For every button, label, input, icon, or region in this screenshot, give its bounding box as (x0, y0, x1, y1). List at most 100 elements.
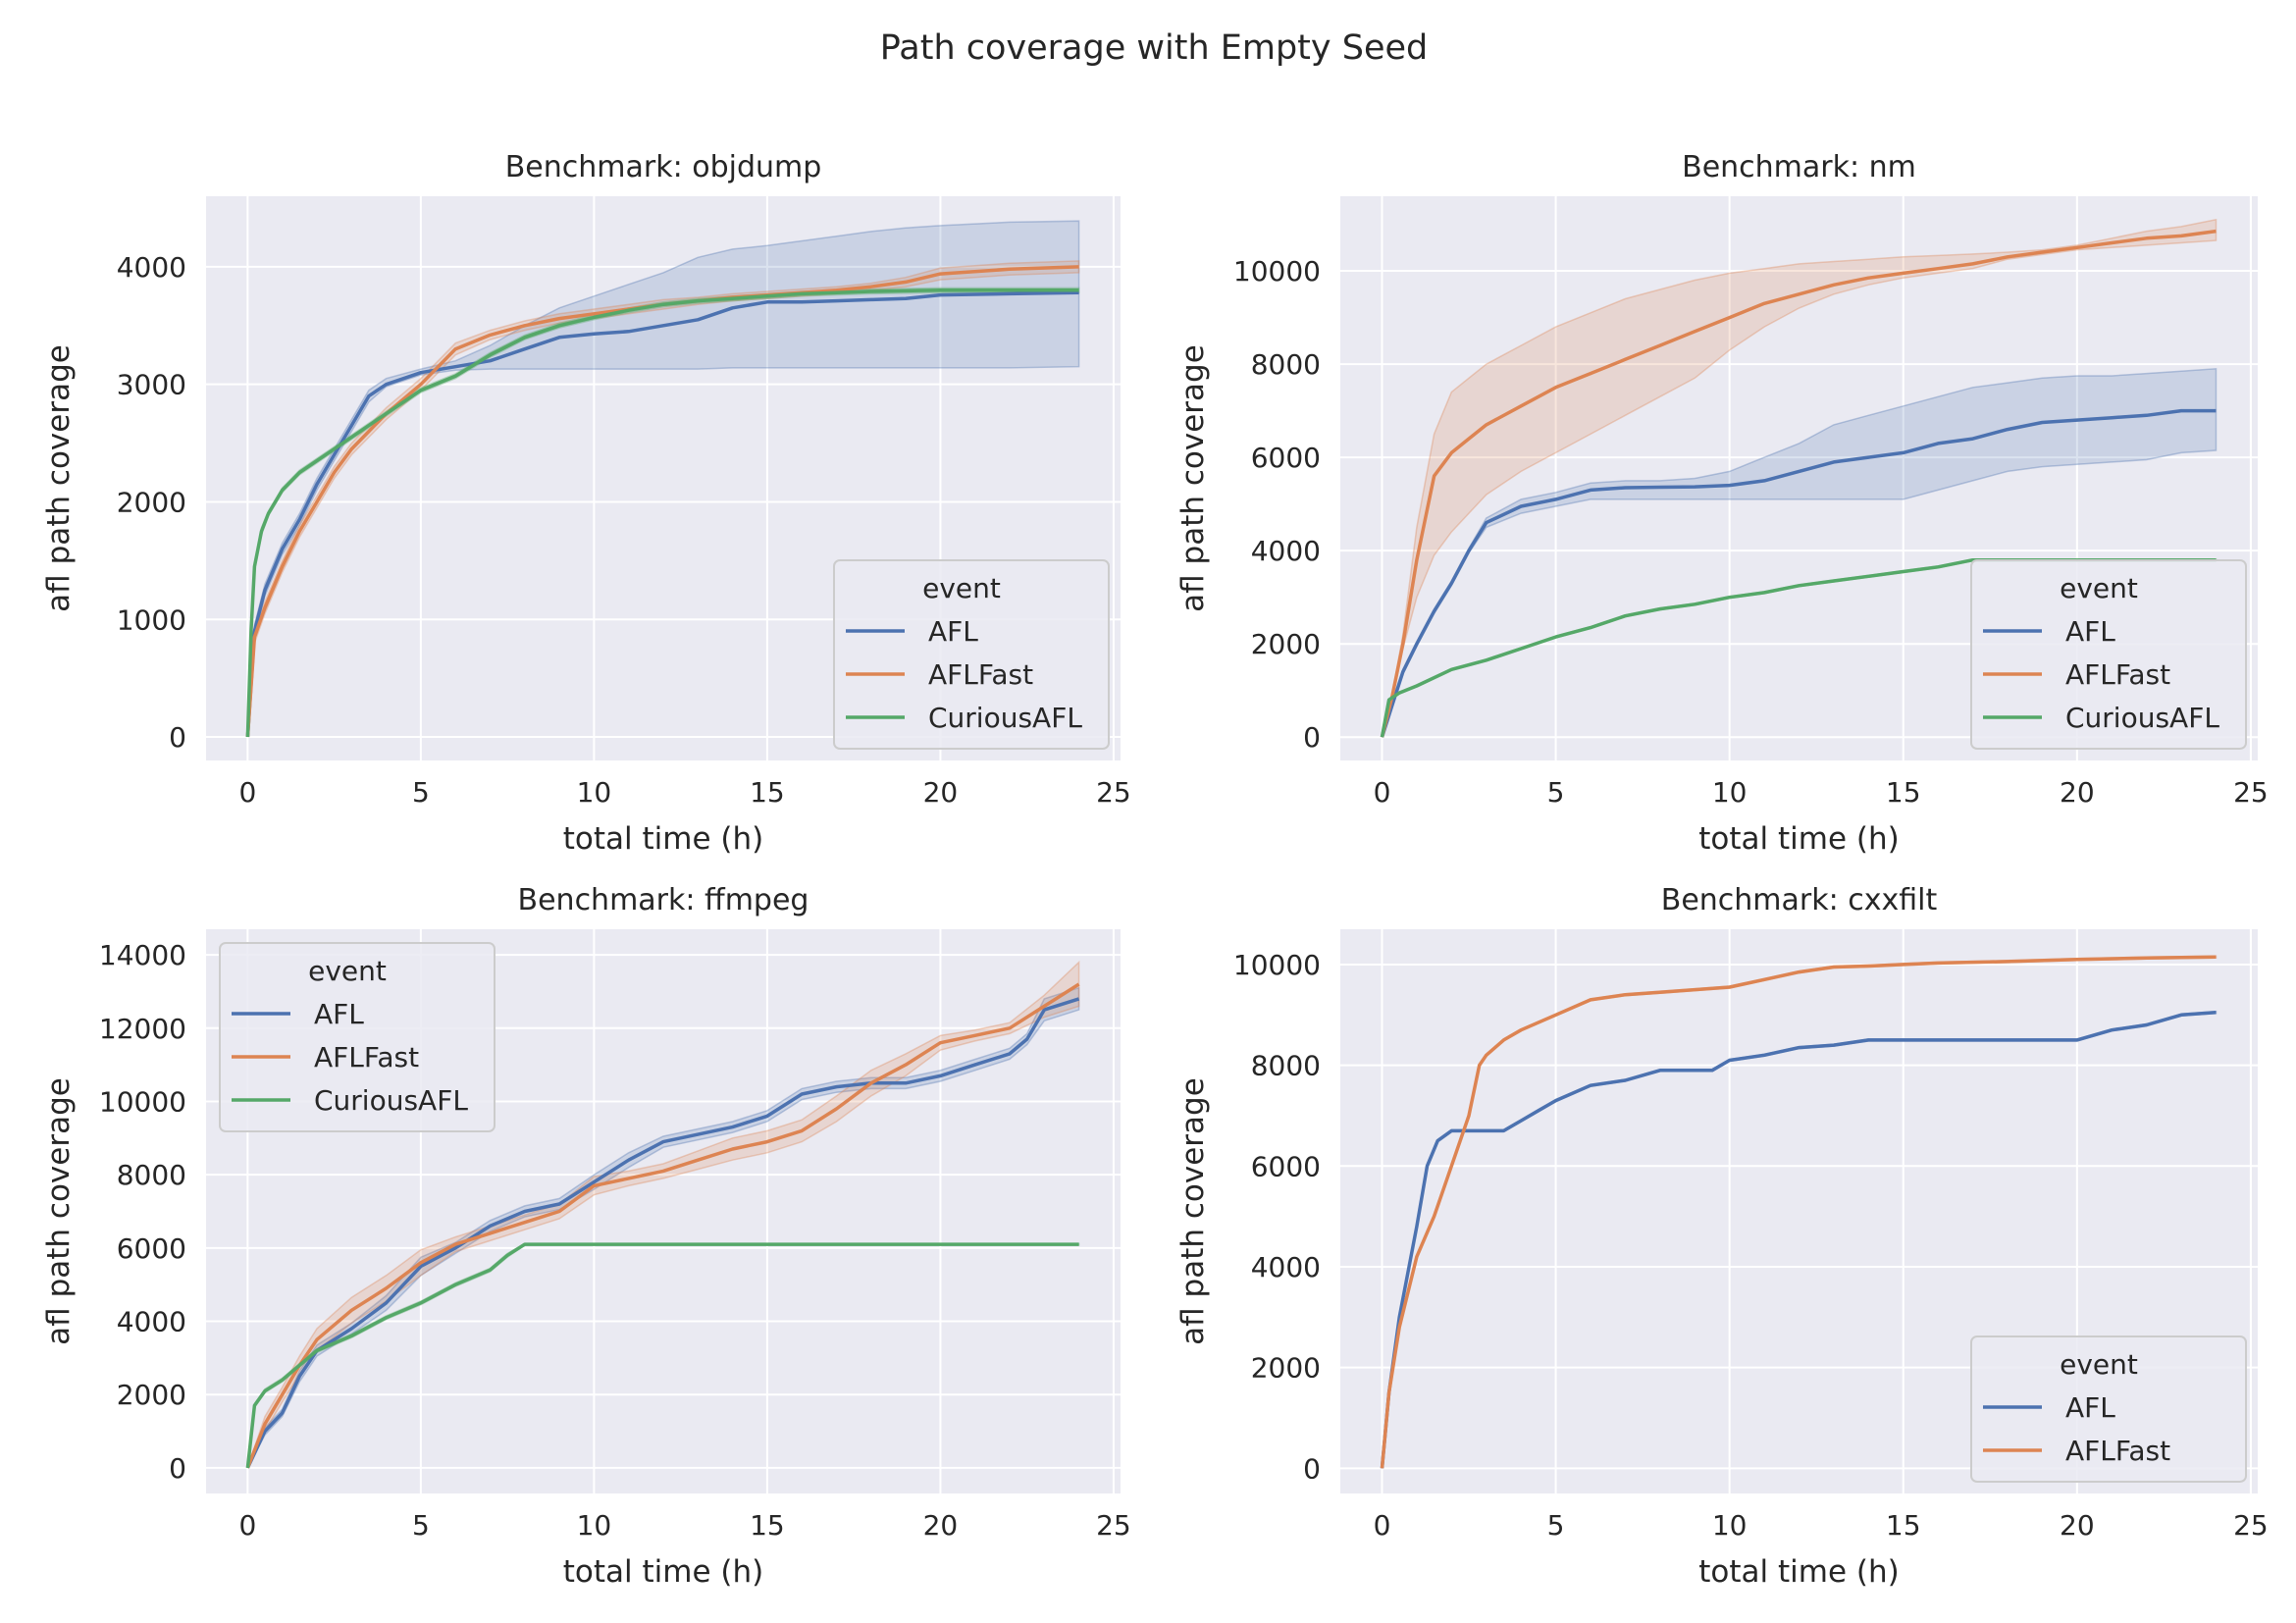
y-tick-label: 14000 (99, 939, 186, 971)
legend-box (1970, 1335, 2247, 1483)
chart-panel-2: 0 5 10 15 20 25 0 2000 4000 6000 8000 10000 12000 140… (41, 883, 1131, 1590)
y-tick-label: 6000 (117, 1232, 186, 1265)
series-line-aflfast (1380, 229, 2217, 738)
legend: event AFL AFLFast CuriousAFL (1970, 559, 2247, 750)
x-tick-label: 10 (577, 1509, 612, 1542)
legend: event AFL AFLFast CuriousAFL (219, 942, 496, 1132)
y-tick-label: 8000 (1251, 1050, 1321, 1082)
x-axis-label: total time (h) (563, 821, 763, 857)
figure-title: Path coverage with Empty Seed (880, 28, 1429, 68)
y-axis-label: afl path coverage (1175, 344, 1211, 612)
x-tick-label: 10 (1712, 1509, 1748, 1542)
x-tick-label: 5 (1547, 776, 1565, 809)
series-line-aflfast (245, 265, 1079, 738)
y-axis-label: afl path coverage (41, 1077, 77, 1345)
legend-label-curiousafl: CuriousAFL (928, 702, 1082, 734)
y-tick-label: 8000 (1251, 348, 1321, 381)
y-tick-label: 6000 (1251, 1150, 1321, 1182)
y-tick-label: 0 (169, 721, 186, 754)
x-tick-label: 25 (1096, 1509, 1131, 1542)
legend-title: event (2060, 1348, 2138, 1381)
legend-box (833, 559, 1110, 750)
y-tick-label: 2000 (1251, 1352, 1321, 1385)
series-line-aflfast (245, 982, 1080, 1469)
legend-label-aflfast: AFLFast (928, 658, 1033, 691)
x-tick-label: 0 (238, 776, 256, 809)
series-line-aflfast (1380, 955, 2217, 1469)
x-tick-label: 5 (412, 776, 430, 809)
y-tick-label: 8000 (117, 1159, 186, 1191)
legend-title: event (308, 955, 387, 987)
legend-label-afl: AFL (928, 615, 978, 648)
series-line-afl (245, 997, 1080, 1469)
y-tick-label: 4000 (1251, 535, 1321, 567)
x-tick-label: 0 (1374, 776, 1391, 809)
panel-title: Benchmark: nm (1682, 150, 1916, 184)
chart-panel-0: 0 5 10 15 20 25 0 1000 2000 3000 4000 Benchmark: ob… (41, 150, 1131, 857)
chart-panel-1: 0 5 10 15 20 25 0 2000 4000 6000 8000 10000 Benchmar… (1175, 150, 2269, 857)
x-tick-label: 5 (412, 1509, 430, 1542)
y-tick-label: 12000 (99, 1013, 186, 1045)
x-tick-label: 10 (577, 776, 612, 809)
y-tick-label: 2000 (117, 486, 186, 518)
x-axis-label: total time (h) (1698, 1554, 1899, 1590)
legend: event AFL AFLFast (1970, 1335, 2247, 1483)
x-tick-label: 25 (2233, 776, 2269, 809)
y-tick-label: 4000 (117, 251, 186, 284)
panel-title: Benchmark: objdump (505, 150, 822, 184)
x-tick-label: 25 (1096, 776, 1131, 809)
x-tick-label: 10 (1712, 776, 1748, 809)
x-tick-label: 20 (923, 776, 959, 809)
y-tick-label: 10000 (1233, 949, 1321, 981)
legend-box (219, 942, 496, 1132)
x-tick-label: 15 (750, 1509, 785, 1542)
legend-box (1970, 559, 2247, 750)
series-line-curiousafl (245, 288, 1079, 738)
legend: event AFL AFLFast CuriousAFL (833, 559, 1110, 750)
x-tick-label: 15 (1886, 776, 1921, 809)
y-tick-label: 4000 (1251, 1251, 1321, 1283)
x-tick-label: 20 (2060, 1509, 2095, 1542)
x-tick-label: 5 (1547, 1509, 1565, 1542)
legend-label-aflfast: AFLFast (2065, 658, 2170, 691)
band-aflfast (1381, 218, 2218, 738)
y-tick-label: 10000 (1233, 255, 1321, 288)
y-tick-label: 0 (169, 1452, 186, 1485)
series-line-afl (1380, 408, 2217, 738)
chart-panel-3: 0 5 10 15 20 25 0 2000 4000 6000 8000 10000 Benchmar… (1175, 883, 2269, 1590)
series-line-curiousafl (245, 1242, 1079, 1469)
y-tick-label: 2000 (1251, 628, 1321, 660)
x-tick-label: 0 (238, 1509, 256, 1542)
x-tick-label: 20 (923, 1509, 959, 1542)
y-tick-label: 10000 (99, 1085, 186, 1118)
x-tick-label: 20 (2060, 776, 2095, 809)
legend-label-afl: AFL (2065, 1391, 2115, 1424)
y-tick-label: 6000 (1251, 442, 1321, 474)
x-axis-label: total time (h) (1698, 821, 1899, 857)
y-axis-label: afl path coverage (1175, 1077, 1211, 1345)
x-axis-label: total time (h) (563, 1554, 763, 1590)
x-tick-label: 0 (1374, 1509, 1391, 1542)
y-tick-label: 0 (1303, 1452, 1321, 1485)
y-tick-label: 0 (1303, 721, 1321, 754)
panel-title: Benchmark: cxxfilt (1661, 883, 1938, 917)
x-tick-label: 15 (750, 776, 785, 809)
x-tick-label: 15 (1886, 1509, 1921, 1542)
series-line-afl (245, 290, 1079, 738)
legend-label-aflfast: AFLFast (2065, 1435, 2170, 1467)
y-tick-label: 4000 (117, 1306, 186, 1338)
y-tick-label: 1000 (117, 603, 186, 636)
legend-title: event (2060, 572, 2138, 604)
y-axis-label: afl path coverage (41, 344, 77, 612)
y-tick-label: 3000 (117, 369, 186, 401)
legend-title: event (922, 572, 1001, 604)
legend-label-afl: AFL (314, 998, 364, 1030)
panel-title: Benchmark: ffmpeg (518, 883, 809, 917)
legend-label-afl: AFL (2065, 615, 2115, 648)
legend-label-curiousafl: CuriousAFL (314, 1084, 468, 1117)
legend-label-curiousafl: CuriousAFL (2065, 702, 2219, 734)
series-line-afl (1380, 1010, 2217, 1469)
y-tick-label: 2000 (117, 1379, 186, 1411)
legend-label-aflfast: AFLFast (314, 1041, 419, 1073)
